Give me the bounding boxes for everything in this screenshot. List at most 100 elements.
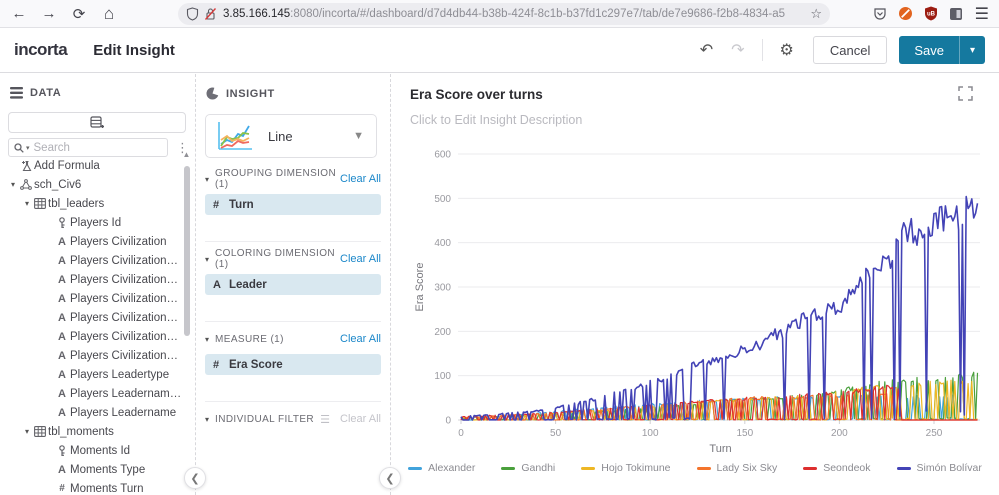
insecure-lock-icon[interactable] [204,7,217,21]
tree-item-label: Players Leadernamekey [70,387,182,400]
field-pill-leader[interactable]: A Leader [205,274,381,295]
legend-swatch [803,466,818,470]
save-dropdown-chevron-icon[interactable]: ▾ [959,36,985,64]
string-field-icon: A [58,311,66,324]
chart-panel: Era Score over turns Click to Edit Insig… [391,74,999,495]
data-insight-divider [195,74,196,495]
tree-item-players-civilization[interactable]: A Players Civilization [0,232,182,251]
filter-list-icon[interactable]: ☰ [320,413,331,426]
legend-swatch [408,466,423,470]
tree-item-tbl-moments[interactable]: ▾ tbl_moments [0,422,182,441]
string-field-icon: A [58,368,66,381]
tree-item-label: Players Id [70,216,122,229]
tree-item-players-civilizationdescripti[interactable]: A Players Civilizationdescripti... [0,251,182,270]
string-field-icon: A [58,235,66,248]
add-dataset-button[interactable] [8,112,186,133]
tree-expand-caret-icon[interactable]: ▾ [24,427,29,436]
data-panel-menu-icon[interactable]: ⋮ [176,139,189,155]
tree-scrollbar[interactable]: ▲ [182,150,191,495]
tree-item-players-id[interactable]: Players Id [0,213,182,232]
legend-item-sim-n-bol-var[interactable]: Simón Bolívar [896,462,982,474]
cancel-button[interactable]: Cancel [812,36,888,64]
fullscreen-icon[interactable] [958,86,973,106]
legend-item-seondeok[interactable]: Seondeok [803,462,871,474]
tree-item-moments-type[interactable]: A Moments Type [0,460,182,479]
clear-all-link[interactable]: Clear All [340,253,381,265]
era-score-line-chart[interactable]: 0 100 200 300 400 500 600 0 50 100 150 200 250 Turn Er… [391,140,999,462]
series-line-5-sim-n-bol-var[interactable] [460,195,979,421]
search-box[interactable]: ▾ [8,138,168,157]
adblock-extension-icon[interactable] [898,6,913,21]
scrollbar-thumb[interactable] [184,166,190,336]
tree-item-players-civilizationdescripti[interactable]: A Players Civilizationdescripti... [0,270,182,289]
ublock-extension-icon[interactable]: uB [924,6,938,21]
bookmark-star-icon[interactable]: ☆ [810,6,822,21]
redo-icon[interactable]: ↷ [731,42,745,59]
tree-item-add-formula[interactable]: Add Formula [0,156,182,175]
clear-all-link[interactable]: Clear All [340,333,381,345]
clear-all-link[interactable]: Clear All [340,173,381,185]
pocket-extension-icon[interactable] [873,7,887,21]
section-collapse-caret-icon[interactable]: ▾ [205,174,210,184]
section-collapse-caret-icon[interactable]: ▾ [205,414,210,424]
clear-all-link[interactable]: Clear All [340,413,381,425]
tree-item-moments-turn[interactable]: # Moments Turn [0,479,182,495]
tree-item-players-leadertype[interactable]: A Players Leadertype [0,365,182,384]
legend-item-alexander[interactable]: Alexander [408,462,475,474]
search-scope-chevron-icon[interactable]: ▾ [26,144,30,152]
data-panel-header: DATA [10,87,195,99]
browser-home-icon[interactable]: ⌂ [103,3,115,23]
undo-icon[interactable]: ↶ [699,42,714,59]
tree-expand-caret-icon[interactable]: ▾ [24,199,29,208]
save-button[interactable]: Save [899,36,959,64]
section-collapse-caret-icon[interactable]: ▾ [205,254,210,264]
pill-label: Turn [229,198,254,211]
tree-item-players-leadername[interactable]: A Players Leadername [0,403,182,422]
field-pill-turn[interactable]: # Turn [205,194,381,215]
insight-description-placeholder[interactable]: Click to Edit Insight Description [410,113,583,127]
legend-label: Simón Bolívar [916,462,982,474]
ytick-label-300: 300 [434,283,451,294]
browser-menu-icon[interactable]: ☰ [974,5,989,23]
tree-item-players-civilizationshortdes[interactable]: A Players Civilizationshortdes... [0,289,182,308]
browser-toolbar: ← → ⟳ ⌂ 3.85.166.145:8080/incorta/#/dash… [0,0,999,28]
legend-item-gandhi[interactable]: Gandhi [501,462,555,474]
browser-forward-icon[interactable]: → [41,5,57,22]
tree-item-label: sch_Civ6 [34,178,82,191]
field-pill-era-score[interactable]: # Era Score [205,354,381,375]
collapse-insight-panel-button[interactable]: ❮ [379,467,401,489]
legend-swatch [501,466,516,470]
tree-item-moments-id[interactable]: Moments Id [0,441,182,460]
url-bar[interactable]: 3.85.166.145:8080/incorta/#/dashboard/d7… [178,3,830,25]
tree-item-sch-civ6[interactable]: ▾ sch_Civ6 [0,175,182,194]
xtick-label-150: 150 [736,428,753,439]
legend-item-hojo-tokimune[interactable]: Hojo Tokimune [581,462,671,474]
insight-title[interactable]: Era Score over turns [410,87,543,102]
search-icon [14,142,24,153]
tree-item-players-civilizationshortdes[interactable]: A Players Civilizationshortdes... [0,308,182,327]
tree-item-tbl-leaders[interactable]: ▾ tbl_leaders [0,194,182,213]
browser-back-icon[interactable]: ← [11,5,27,22]
page-title: Edit Insight [93,41,175,59]
section-collapse-caret-icon[interactable]: ▾ [205,334,210,344]
legend-label: Hojo Tokimune [601,462,671,474]
scrollbar-up-icon[interactable]: ▲ [182,150,191,159]
collapse-data-panel-button[interactable]: ❮ [184,467,206,489]
tree-item-players-civilizationadjective[interactable]: A Players Civilizationadjective [0,346,182,365]
section-title: COLORING DIMENSION (1) [215,248,336,270]
tree-item-label: Players Civilization [70,235,167,248]
tree-item-players-civilizationadjective[interactable]: A Players Civilizationadjective... [0,327,182,346]
tree-expand-caret-icon[interactable]: ▾ [10,180,15,189]
insight-panel-title: INSIGHT [226,87,275,100]
legend-item-lady-six-sky[interactable]: Lady Six Sky [696,462,777,474]
chart-type-selector[interactable]: Line ▼ [205,114,377,158]
tree-item-label: Players Leadername [70,406,177,419]
tree-item-label: Add Formula [34,159,100,172]
generic-extension-icon[interactable] [949,7,963,21]
tracking-shield-icon[interactable] [186,7,199,21]
tree-item-players-leadernamekey[interactable]: A Players Leadernamekey [0,384,182,403]
search-input[interactable] [33,141,134,154]
settings-gear-icon[interactable]: ⚙ [779,42,794,59]
browser-reload-icon[interactable]: ⟳ [72,5,86,23]
xtick-label-100: 100 [642,428,659,439]
